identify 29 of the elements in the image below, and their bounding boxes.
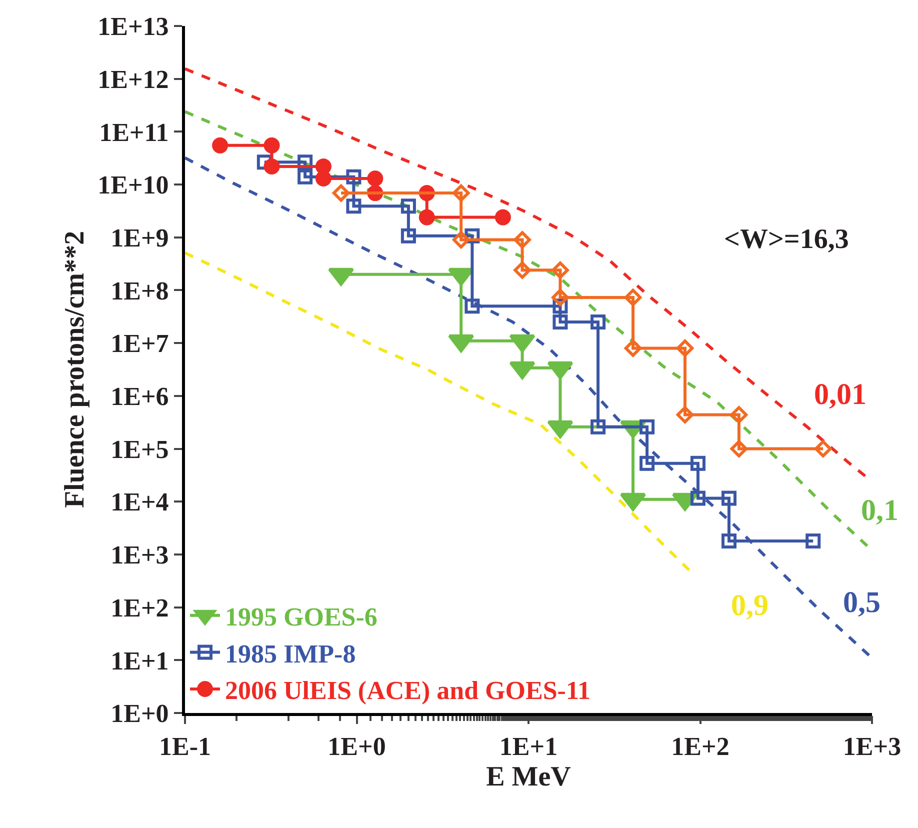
y-tick-label: 1E+1 — [110, 646, 169, 676]
x-axis-title: E MeV — [486, 761, 571, 792]
y-tick-label: 1E+12 — [98, 64, 169, 94]
x-tick-label: 1E+3 — [842, 732, 902, 762]
legend-label: 1985 IMP-8 — [225, 639, 356, 668]
y-tick-label: 1E+13 — [98, 12, 169, 42]
series-label: 0,5 — [843, 586, 880, 619]
y-tick-label: 1E+5 — [110, 434, 169, 464]
series-label: 0,01 — [814, 378, 866, 411]
x-tick-label: 1E+1 — [499, 732, 558, 762]
legend-label: 2006 UlEIS (ACE) and GOES-11 — [225, 676, 591, 706]
x-tick-label: 1E+2 — [671, 732, 730, 762]
legend-label: 1995 GOES-6 — [225, 602, 378, 632]
y-tick-label: 1E+6 — [110, 382, 169, 412]
y-tick-label: 1E+4 — [110, 488, 169, 517]
series-label: 0,1 — [861, 494, 898, 527]
x-tick-label: 1E-1 — [159, 732, 211, 762]
y-tick-label: 1E+11 — [99, 118, 169, 147]
x-tick-label: 1E+0 — [328, 732, 386, 762]
y-tick-label: 1E+7 — [110, 329, 169, 358]
y-tick-label: 1E+10 — [98, 170, 169, 200]
annotation: <W>=16,3 — [724, 224, 849, 255]
y-tick-label: 1E+8 — [110, 276, 169, 306]
y-tick-label: 1E+2 — [110, 593, 169, 622]
y-tick-label: 1E+3 — [110, 540, 169, 570]
y-tick-label: 1E+0 — [110, 699, 169, 728]
y-axis-title: Fluence protons/cm**2 — [59, 230, 90, 508]
y-tick-label: 1E+9 — [110, 223, 169, 252]
series-label: 0,9 — [731, 589, 768, 622]
